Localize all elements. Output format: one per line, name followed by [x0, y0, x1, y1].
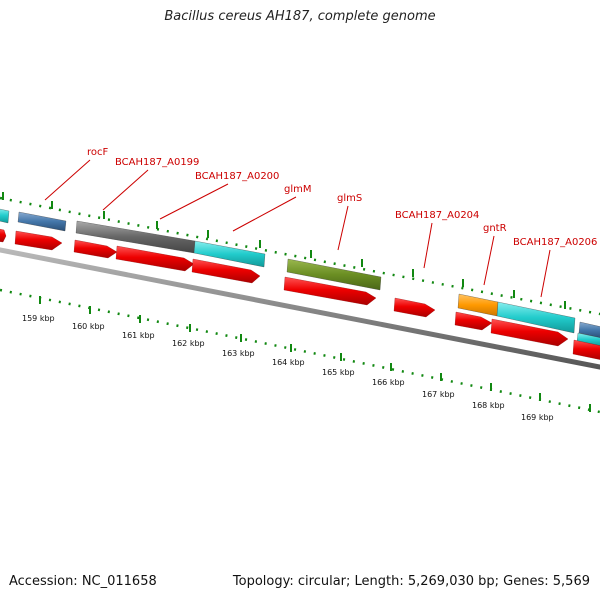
cds-arrow: [393, 297, 436, 318]
feature-bar: [286, 258, 382, 291]
genome-stats-label: Topology: circular; Length: 5,269,030 bp…: [232, 574, 590, 589]
gene-label-rocf: rocF: [87, 147, 109, 158]
gene-label-bcah187-a0204: BCAH187_A0204: [395, 210, 479, 221]
cds-arrow: [0, 228, 7, 243]
tick-label: 159 kbp: [22, 314, 55, 323]
gene-leader-lines: [44, 159, 551, 298]
gene-label-bcah187-a0200: BCAH187_A0200: [195, 171, 279, 182]
tick-label: 163 kbp: [222, 349, 255, 358]
tick-label: 161 kbp: [122, 331, 155, 340]
tick-label: 167 kbp: [422, 390, 455, 399]
feature-bar: [17, 211, 67, 232]
tick-label: 166 kbp: [372, 378, 405, 387]
gene-label-glmm: glmM: [284, 184, 312, 195]
gene-label-bcah187-a0206: BCAH187_A0206: [513, 237, 597, 248]
cds-arrow: [115, 245, 195, 272]
cds-arrow: [454, 311, 493, 331]
gene-labels: rocF BCAH187_A0199 BCAH187_A0200 glmM gl…: [87, 147, 597, 248]
tick-label: 169 kbp: [521, 413, 554, 422]
tick-label: 168 kbp: [472, 401, 505, 410]
ruler-labels: 159 kbp 160 kbp 161 kbp 162 kbp 163 kbp …: [22, 314, 554, 422]
upper-tick-dotted-line: [0, 196, 600, 316]
tick-label: 162 kbp: [172, 339, 205, 348]
cds-arrow: [283, 276, 377, 306]
gene-label-bcah187-a0199: BCAH187_A0199: [115, 157, 199, 168]
map-title: Bacillus cereus AH187, complete genome: [164, 9, 436, 24]
tick-label: 164 kbp: [272, 358, 305, 367]
cds-arrow: [191, 258, 261, 284]
feature-bar: [193, 240, 266, 268]
cds-arrow: [490, 318, 569, 347]
feature-bar: [457, 293, 499, 317]
gene-label-gntr: gntR: [483, 223, 507, 234]
upper-major-ticks: [2, 192, 566, 309]
cds-arrow: [14, 230, 63, 251]
cds-arrow: [572, 339, 600, 360]
tick-label: 165 kbp: [322, 368, 355, 377]
gene-label-glms: glmS: [337, 193, 362, 204]
cds-arrow: [73, 239, 118, 259]
feature-bar: [496, 301, 576, 334]
cds-arrows: [0, 228, 600, 360]
feature-track: [0, 208, 600, 346]
feature-bar: [0, 208, 10, 224]
accession-label: Accession: NC_011658: [9, 574, 157, 589]
tick-label: 160 kbp: [72, 322, 105, 331]
ruler-major-ticks: [39, 296, 591, 412]
genome-backbone: [0, 247, 600, 370]
feature-bar: [578, 321, 600, 338]
